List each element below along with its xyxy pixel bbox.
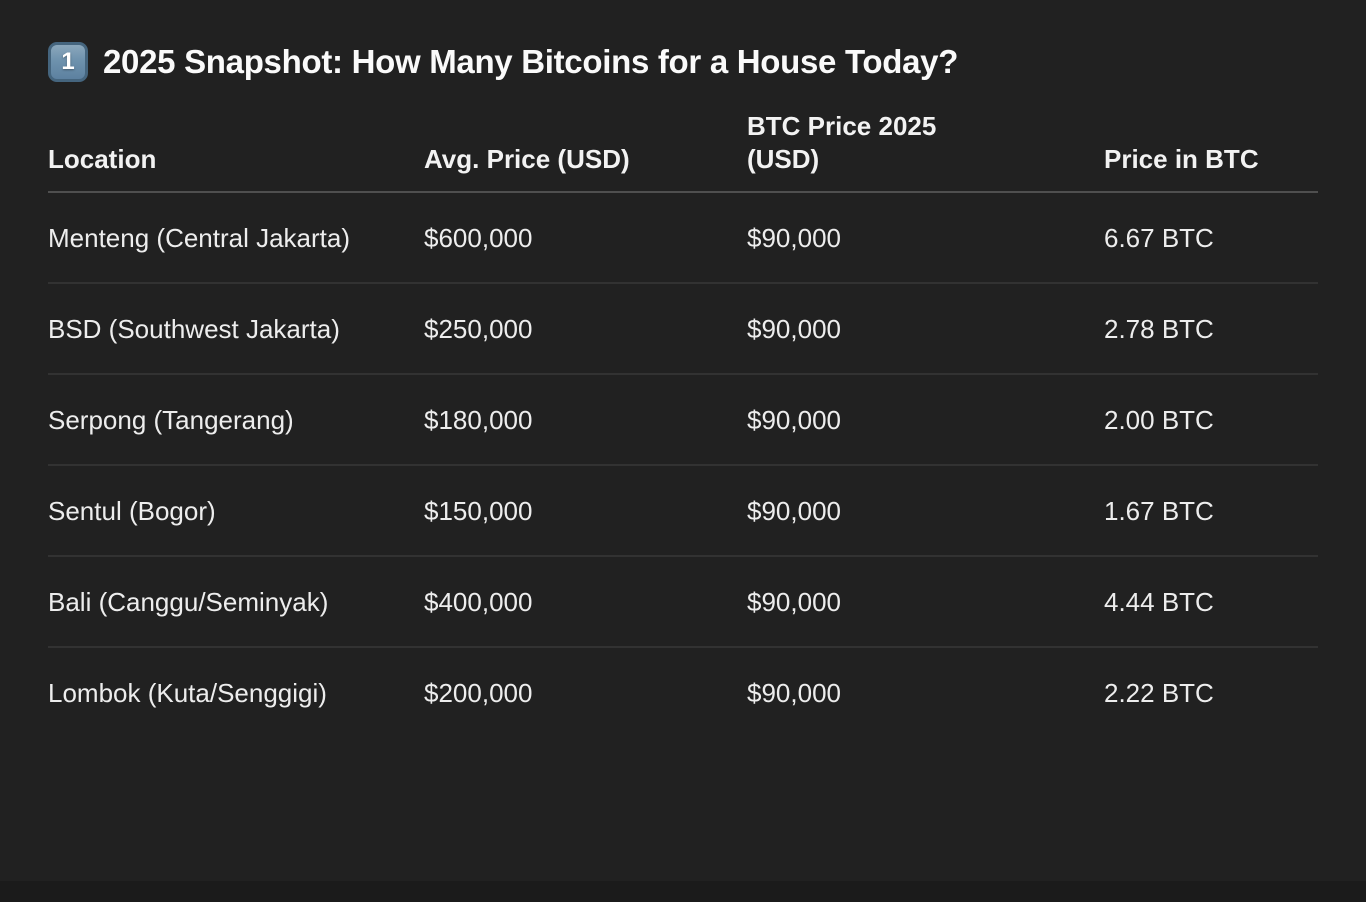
btc-house-price-table: Location Avg. Price (USD) BTC Price 2025… [48,110,1318,737]
cell-price-in-btc: 4.44 BTC [1104,587,1214,617]
column-header-location: Location [48,110,424,193]
cell-btc-price-2025-usd: $90,000 [747,405,841,435]
cell-location: Lombok (Kuta/Senggigi) [48,678,327,708]
column-header-price-in-btc: Price in BTC [1104,110,1318,193]
table-row: BSD (Southwest Jakarta) $250,000 $90,000… [48,283,1318,374]
cell-avg-price-usd: $150,000 [424,496,533,526]
table-row: Menteng (Central Jakarta) $600,000 $90,0… [48,192,1318,283]
cell-location: Sentul (Bogor) [48,496,216,526]
table-header: Location Avg. Price (USD) BTC Price 2025… [48,110,1318,193]
cell-price-in-btc: 6.67 BTC [1104,223,1214,253]
cell-price-in-btc: 2.00 BTC [1104,405,1214,435]
column-header-label: Location [48,144,157,174]
cell-avg-price-usd: $200,000 [424,678,533,708]
column-header-btc-price-2025-usd: BTC Price 2025 (USD) [747,110,1104,193]
cell-avg-price-usd: $180,000 [424,405,533,435]
table-header-row: Location Avg. Price (USD) BTC Price 2025… [48,110,1318,193]
section-title-row: 1 2025 Snapshot: How Many Bitcoins for a… [48,38,1318,86]
table-row: Lombok (Kuta/Senggigi) $200,000 $90,000 … [48,647,1318,737]
cell-price-in-btc: 1.67 BTC [1104,496,1214,526]
cell-avg-price-usd: $250,000 [424,314,533,344]
cell-btc-price-2025-usd: $90,000 [747,314,841,344]
cell-avg-price-usd: $400,000 [424,587,533,617]
cell-location: Bali (Canggu/Seminyak) [48,587,329,617]
cell-location: BSD (Southwest Jakarta) [48,314,340,344]
cell-location: Menteng (Central Jakarta) [48,223,351,253]
cell-avg-price-usd: $600,000 [424,223,533,253]
bottom-strip [0,881,1366,902]
table-row: Sentul (Bogor) $150,000 $90,000 1.67 BTC [48,465,1318,556]
cell-btc-price-2025-usd: $90,000 [747,678,841,708]
column-header-label: Avg. Price (USD) [424,144,630,174]
page-title: 2025 Snapshot: How Many Bitcoins for a H… [103,43,959,80]
column-header-label: Price in BTC [1104,144,1259,174]
cell-price-in-btc: 2.78 BTC [1104,314,1214,344]
cell-btc-price-2025-usd: $90,000 [747,587,841,617]
cell-btc-price-2025-usd: $90,000 [747,496,841,526]
keycap-1-emoji: 1 [48,42,88,82]
cell-location: Serpong (Tangerang) [48,405,294,435]
cell-btc-price-2025-usd: $90,000 [747,223,841,253]
table-row: Bali (Canggu/Seminyak) $400,000 $90,000 … [48,556,1318,647]
column-header-label: BTC Price 2025 (USD) [747,111,937,174]
cell-price-in-btc: 2.22 BTC [1104,678,1214,708]
table-row: Serpong (Tangerang) $180,000 $90,000 2.0… [48,374,1318,465]
table-body: Menteng (Central Jakarta) $600,000 $90,0… [48,192,1318,737]
column-header-avg-price-usd: Avg. Price (USD) [424,110,747,193]
